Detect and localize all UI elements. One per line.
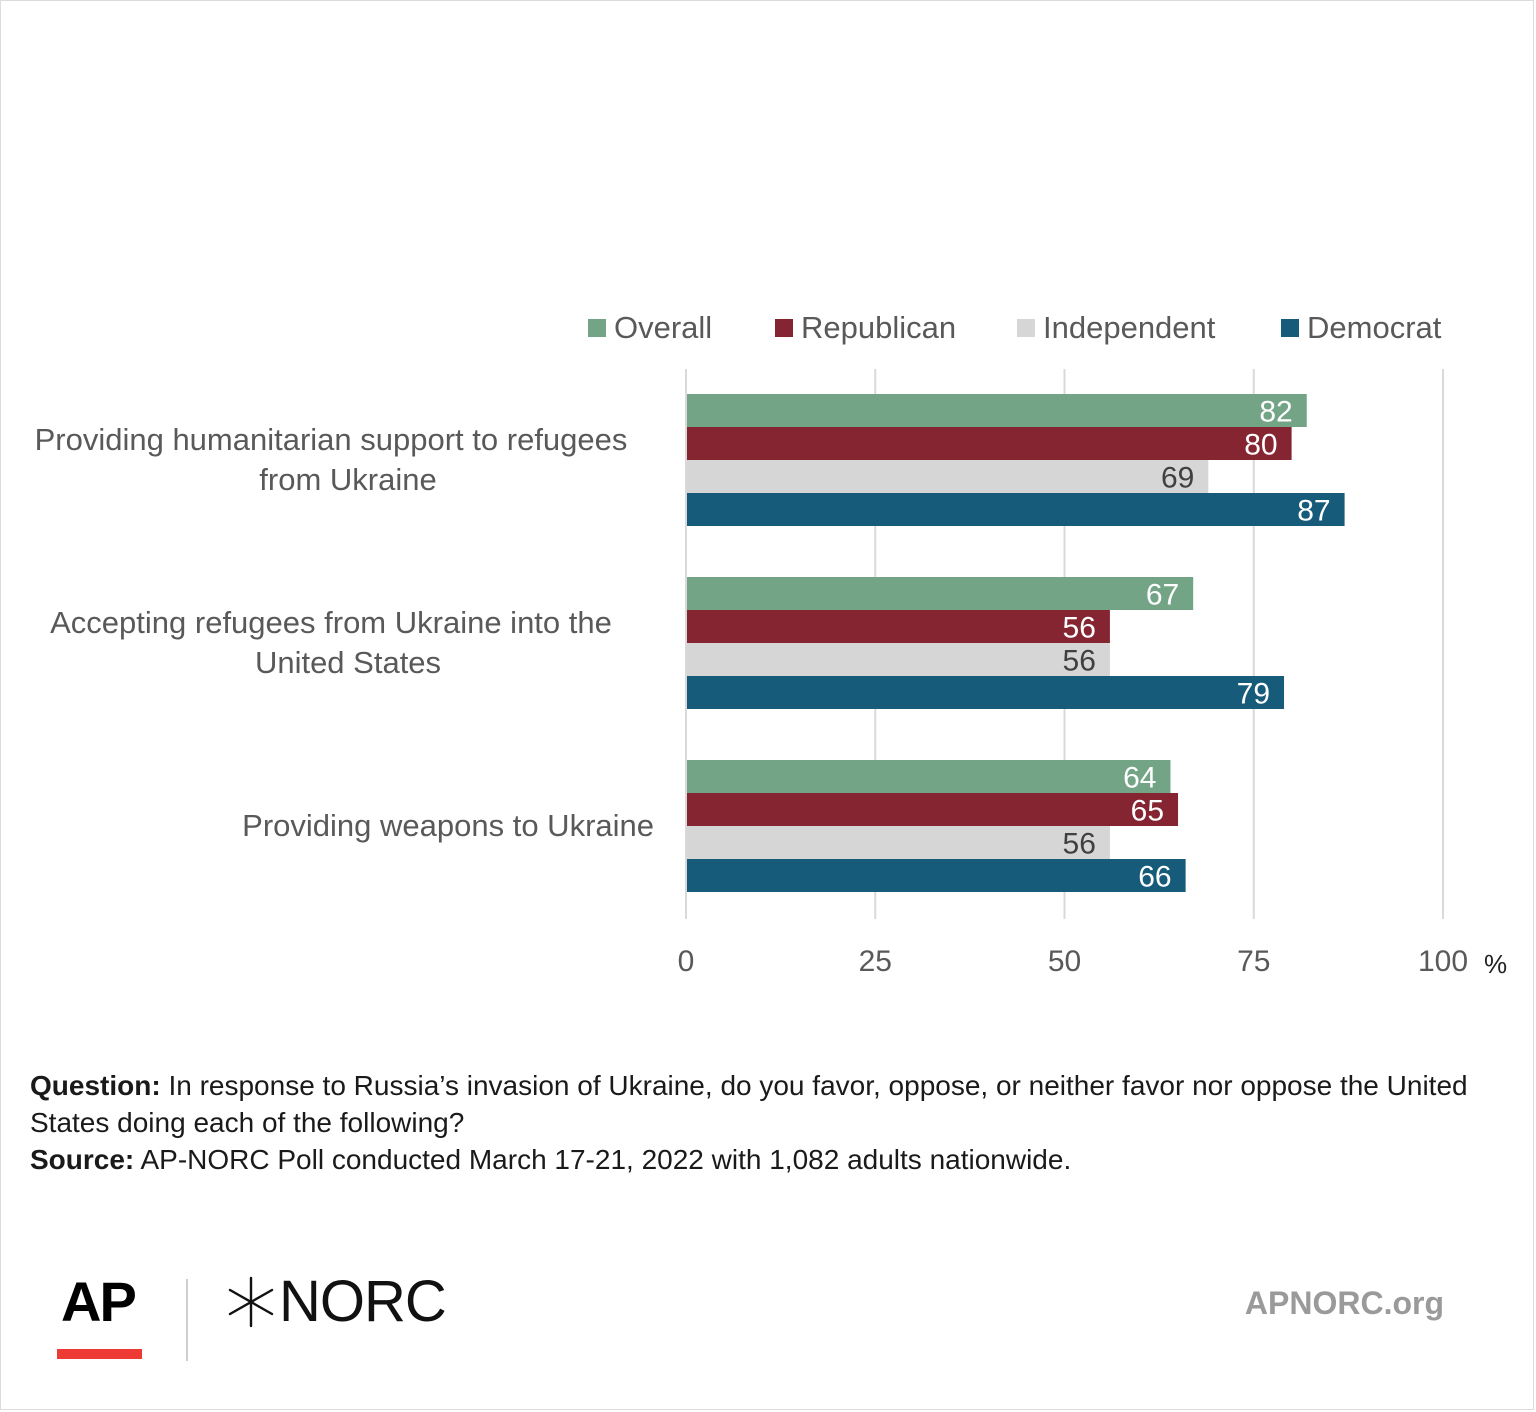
bar [687,394,1307,427]
website-link[interactable]: APNORC.org [1244,1285,1444,1321]
source-text: AP-NORC Poll conducted March 17-21, 2022… [134,1144,1072,1175]
x-tick-label: 75 [1237,945,1270,978]
data-label: 67 [1146,579,1179,612]
bar [687,793,1179,826]
x-unit-label: % [1484,949,1507,979]
data-label: 79 [1237,678,1270,711]
norc-logo: NORC [225,1269,447,1335]
ap-logo: AP [61,1270,137,1333]
bar [687,676,1285,709]
category-label: Providing humanitarian support to refuge… [35,422,628,497]
logo-divider [186,1279,188,1361]
category-label: Accepting refugees from Ukraine into the… [50,605,612,680]
ap-logo-underline [57,1349,142,1359]
x-tick-label: 50 [1048,945,1081,978]
legend-label: Independent [1043,310,1216,345]
norc-logo-text: NORC [279,1269,447,1334]
bar [687,577,1194,610]
bar [687,427,1292,460]
category-label-line: United States [255,645,441,680]
data-label: 69 [1161,462,1194,495]
data-label: 65 [1131,795,1164,828]
footnote: Question: In response to Russia’s invasi… [30,1067,1510,1178]
data-label: 56 [1063,645,1096,678]
bar [687,643,1110,676]
category-label-line: Providing humanitarian support to refuge… [35,422,628,457]
data-label: 64 [1123,762,1156,795]
bar [687,826,1110,859]
bar [687,859,1186,892]
legend-swatch [588,319,606,337]
legend-label: Democrat [1307,310,1442,345]
bar [687,610,1110,643]
legend-swatch [775,319,793,337]
x-tick-label: 25 [859,945,892,978]
legend-label: Overall [614,310,712,345]
category-label-line: Accepting refugees from Ukraine into the [50,605,612,640]
question-text: In response to Russia’s invasion of Ukra… [30,1070,1468,1138]
legend-swatch [1017,319,1035,337]
data-label: 56 [1063,612,1096,645]
category-label-line: from Ukraine [259,462,436,497]
legend-swatch [1281,319,1299,337]
x-tick-label: 100 [1418,945,1468,978]
category-label-line: Providing weapons to Ukraine [242,808,654,843]
question-label: Question: [30,1070,161,1101]
legend-label: Republican [801,310,956,345]
source-note: Source: AP-NORC Poll conducted March 17-… [30,1141,1510,1178]
bar-chart: 0 25 50 75 100 % Overall Republican Independent D… [35,310,1508,979]
x-tick-label: 0 [678,945,695,978]
data-label: 87 [1297,495,1330,528]
norc-star-icon [228,1276,274,1328]
data-label: 82 [1259,396,1292,429]
bar [687,460,1209,493]
bar [687,493,1345,526]
source-label: Source: [30,1144,135,1175]
data-label: 80 [1244,429,1277,462]
category-label: Providing weapons to Ukraine [242,808,654,843]
data-label: 56 [1063,828,1096,861]
bar [687,760,1171,793]
question-note: Question: In response to Russia’s invasi… [30,1067,1510,1141]
data-label: 66 [1138,861,1171,894]
